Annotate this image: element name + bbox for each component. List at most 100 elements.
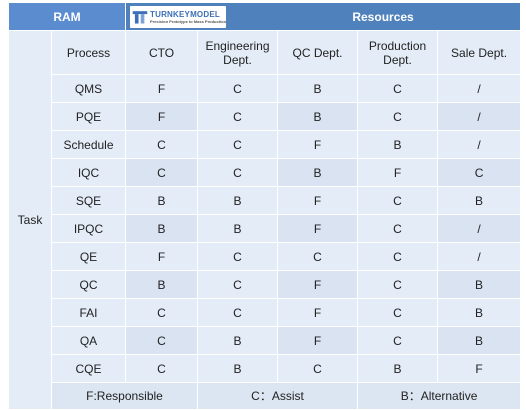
qc-cell: B: [277, 158, 359, 187]
production-cell: C: [357, 214, 439, 243]
col-header-engineering: Engineering Dept.: [197, 30, 279, 75]
qc-cell: C: [277, 242, 359, 271]
col-header-cto: CTO: [125, 30, 199, 75]
resources-label: Resources: [352, 9, 414, 24]
cto-cell: C: [125, 130, 199, 159]
process-cell: QA: [50, 326, 127, 355]
cto-cell: C: [125, 354, 199, 383]
production-cell: F: [357, 158, 439, 187]
col-header-production: Production Dept.: [357, 30, 439, 75]
process-cell: QE: [50, 242, 127, 271]
engineering-cell: B: [197, 326, 279, 355]
qc-cell: F: [277, 326, 359, 355]
engineering-cell: C: [197, 74, 279, 103]
process-cell: IQC: [50, 158, 127, 187]
process-cell: FAI: [50, 298, 127, 327]
legend-responsible: F:Responsible: [50, 382, 199, 410]
table-row: FAI C C F C B: [9, 298, 522, 327]
cto-cell: C: [125, 326, 199, 355]
qc-cell: B: [277, 102, 359, 131]
table-row: QC B C F C B: [9, 270, 522, 299]
process-cell: IPQC: [50, 214, 127, 243]
qc-cell: F: [277, 270, 359, 299]
sale-cell: /: [437, 214, 522, 243]
process-cell: PQE: [50, 102, 127, 131]
process-cell: Schedule: [50, 130, 127, 159]
task-label: Task: [8, 30, 52, 410]
production-cell: C: [357, 242, 439, 271]
table-row: QMS F C B C /: [9, 74, 522, 103]
turnkeymodel-logo-icon: [132, 11, 148, 24]
sale-cell: B: [437, 270, 522, 299]
legend-alternative: B：Alternative: [357, 382, 522, 410]
process-cell: CQE: [50, 354, 127, 383]
engineering-cell: C: [197, 158, 279, 187]
engineering-cell: B: [197, 214, 279, 243]
column-header-row: Task Process CTO Engineering Dept. QC De…: [8, 30, 522, 410]
engineering-cell: C: [197, 102, 279, 131]
matrix-body: Task Process CTO Engineering Dept. QC De…: [8, 30, 522, 410]
qc-cell: F: [277, 186, 359, 215]
sale-cell: F: [437, 354, 522, 383]
col-header-sale: Sale Dept.: [437, 30, 522, 75]
production-cell: C: [357, 186, 439, 215]
production-cell: C: [357, 102, 439, 131]
production-cell: C: [357, 298, 439, 327]
engineering-cell: C: [197, 130, 279, 159]
table-row: Schedule C C F B /: [9, 130, 522, 159]
qc-cell: B: [277, 74, 359, 103]
legend-assist: C：Assist: [197, 382, 359, 410]
table-row: CQE C B C B F: [9, 354, 522, 383]
engineering-cell: C: [197, 270, 279, 299]
table-row: IQC C C B F C: [9, 158, 522, 187]
production-cell: C: [357, 270, 439, 299]
table-row: QE F C C C /: [9, 242, 522, 271]
qc-cell: F: [277, 214, 359, 243]
sale-cell: C: [437, 158, 522, 187]
header-row: RAM TURNKEYMODEL Precision Prototype to …: [7, 2, 522, 31]
sale-cell: /: [437, 130, 522, 159]
logo-name: TURNKEYMODEL: [150, 9, 220, 19]
production-cell: B: [357, 130, 439, 159]
resources-header: TURNKEYMODEL Precision Prototype to Mass…: [125, 2, 522, 31]
ram-table: RAM TURNKEYMODEL Precision Prototype to …: [7, 2, 522, 410]
production-cell: B: [357, 354, 439, 383]
cto-cell: B: [125, 214, 199, 243]
cto-cell: B: [125, 186, 199, 215]
engineering-cell: B: [197, 186, 279, 215]
col-header-process: Process: [50, 30, 127, 75]
table-row: PQE F C B C /: [9, 102, 522, 131]
cto-cell: C: [125, 298, 199, 327]
process-cell: QMS: [50, 74, 127, 103]
table-row: IPQC B B F C /: [9, 214, 522, 243]
sale-cell: /: [437, 74, 522, 103]
logo-tagline: Precision Prototype to Mass Production: [150, 18, 227, 24]
qc-cell: F: [277, 130, 359, 159]
qc-cell: F: [277, 298, 359, 327]
engineering-cell: B: [197, 354, 279, 383]
turnkeymodel-logo: TURNKEYMODEL Precision Prototype to Mass…: [130, 6, 227, 28]
cto-cell: B: [125, 270, 199, 299]
cto-cell: F: [125, 74, 199, 103]
legend-row: F:Responsible C：Assist B：Alternative: [9, 382, 522, 410]
production-cell: C: [357, 326, 439, 355]
engineering-cell: C: [197, 242, 279, 271]
table-row: SQE B B F C B: [9, 186, 522, 215]
cto-cell: C: [125, 158, 199, 187]
production-cell: C: [357, 74, 439, 103]
sale-cell: /: [437, 102, 522, 131]
table-row: QA C B F C B: [9, 326, 522, 355]
qc-cell: C: [277, 354, 359, 383]
ram-matrix: RAM TURNKEYMODEL Precision Prototype to …: [7, 2, 522, 410]
sale-cell: B: [437, 186, 522, 215]
sale-cell: B: [437, 298, 522, 327]
cto-cell: F: [125, 242, 199, 271]
engineering-cell: C: [197, 298, 279, 327]
sale-cell: B: [437, 326, 522, 355]
col-header-qc: QC Dept.: [277, 30, 359, 75]
sale-cell: /: [437, 242, 522, 271]
process-cell: SQE: [50, 186, 127, 215]
cto-cell: F: [125, 102, 199, 131]
ram-label: RAM: [7, 2, 127, 31]
process-cell: QC: [50, 270, 127, 299]
